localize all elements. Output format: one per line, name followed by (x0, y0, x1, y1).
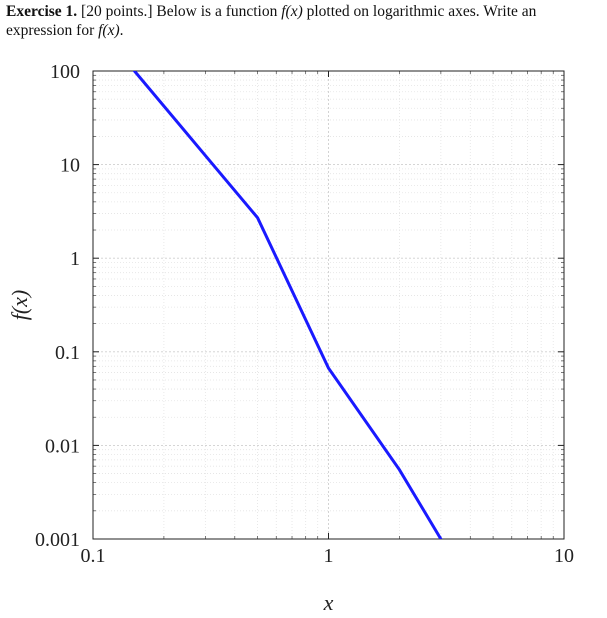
statement-end: . (119, 22, 124, 39)
plot-frame (92, 70, 565, 540)
y-tick-label: 1 (70, 248, 80, 270)
statement-text-a: Below is a function (156, 3, 278, 20)
exercise-label: Exercise 1. (6, 3, 78, 20)
x-tick-label: 10 (554, 545, 574, 567)
x-tick-label: 0.1 (81, 545, 106, 567)
y-tick-label: 0.001 (35, 529, 80, 551)
x-axis-label: x (323, 590, 334, 615)
points-label: [20 points.] (81, 3, 153, 20)
grid-lines (92, 70, 565, 540)
y-tick-label: 100 (50, 61, 80, 83)
series-line-0 (132, 71, 443, 539)
y-tick-label: 0.1 (55, 342, 80, 364)
statement-text-b: plotted on logarithmic axes. Write an ex… (6, 3, 537, 39)
function-symbol: f(x) (281, 3, 303, 20)
y-tick-label: 0.01 (45, 435, 80, 457)
axis-labels: x f(x) (7, 290, 334, 615)
problem-statement: Exercise 1. [20 points.] Below is a func… (6, 2, 604, 40)
y-tick-label: 10 (60, 155, 80, 177)
function-symbol-2: f(x) (98, 22, 120, 39)
y-axis-label: f(x) (7, 290, 32, 321)
x-tick-label: 1 (324, 545, 334, 567)
tick-labels: 0.1 1 10 0.001 0.01 0.1 1 10 100 (35, 61, 574, 567)
series-layer (132, 71, 443, 539)
